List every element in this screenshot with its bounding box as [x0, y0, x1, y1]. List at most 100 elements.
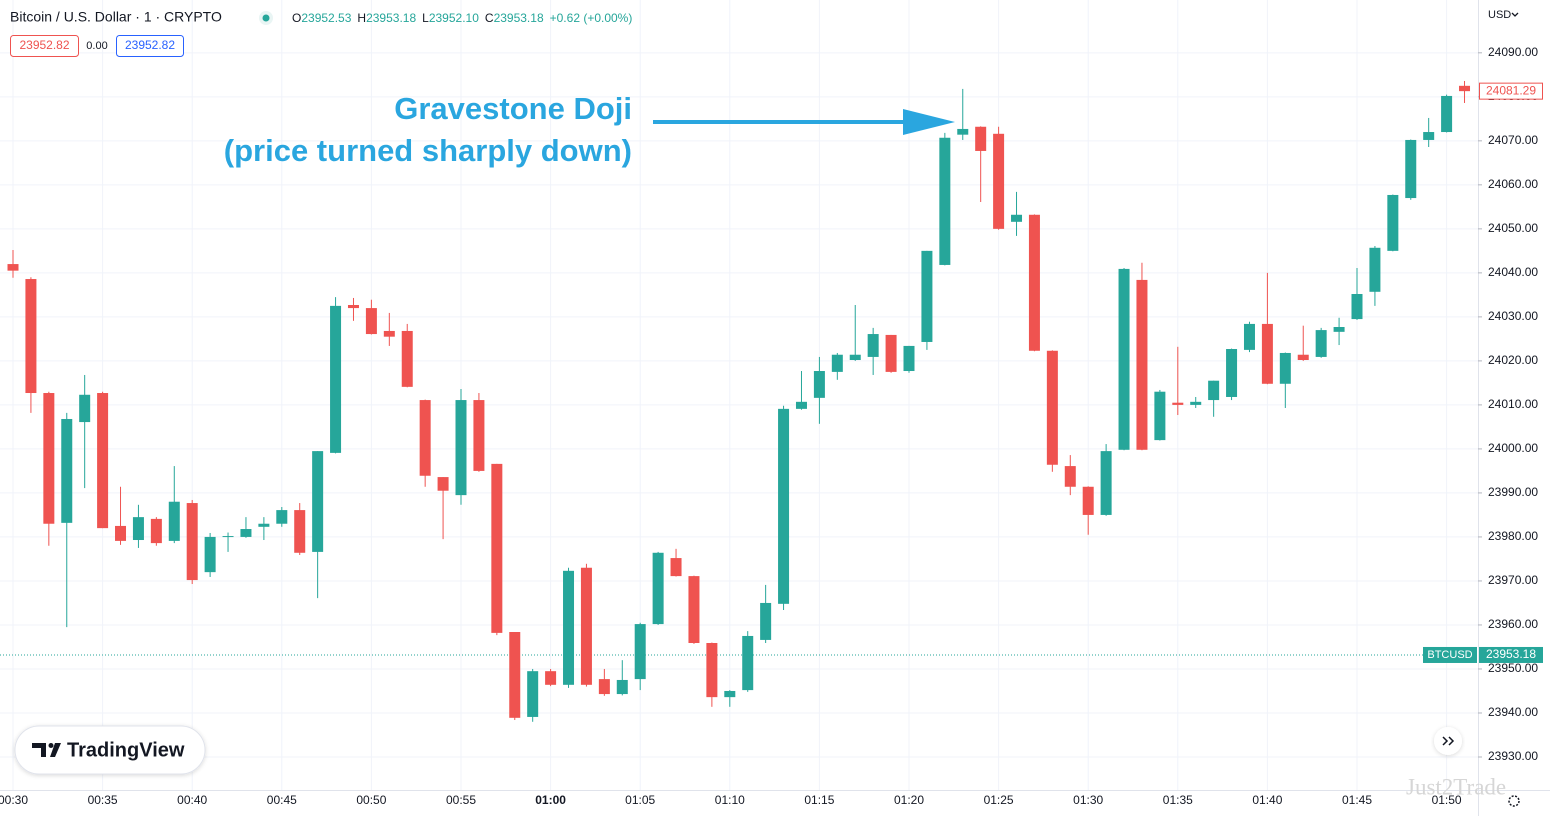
candle-body — [7, 264, 19, 271]
logo-icon — [48, 743, 54, 748]
ohlc-value: 23953.18 — [366, 11, 416, 25]
candle-body — [1082, 486, 1094, 515]
candle-body — [1190, 401, 1202, 405]
candle-body — [580, 567, 592, 685]
x-tick-label: 01:15 — [804, 793, 834, 807]
settings-button[interactable] — [1508, 795, 1520, 807]
ohlc-row: O23952.53 H23953.18 L23952.10 C23953.18 +0.6… — [292, 11, 632, 25]
candle-body — [1351, 293, 1363, 320]
logo-badge[interactable] — [14, 725, 206, 775]
candle-body — [616, 679, 628, 695]
y-tick-label: 24050.00 — [1488, 221, 1538, 235]
x-tick-label: 00:50 — [356, 793, 386, 807]
candle-body — [867, 334, 879, 357]
buy-box[interactable] — [116, 35, 184, 57]
candle-body — [1423, 132, 1435, 140]
candle-body — [61, 418, 73, 523]
candle-body — [921, 250, 933, 342]
symbol-title[interactable]: Bitcoin / U.S. Dollar · 1 · CRYPTO — [10, 9, 222, 25]
candle-body — [1315, 330, 1327, 357]
last-price-label: 24081.29 — [1486, 83, 1536, 97]
candle-body — [652, 552, 664, 625]
y-tick-label: 23950.00 — [1488, 661, 1538, 675]
x-tick-label: 01:00 — [535, 793, 566, 807]
candle-body — [670, 558, 682, 577]
x-tick-label: 00:30 — [0, 793, 28, 807]
market-status-dot[interactable] — [262, 14, 270, 22]
annotation-arrowhead — [903, 109, 955, 135]
logo-text: TradingView — [67, 739, 185, 761]
x-tick-label: 01:45 — [1342, 793, 1372, 807]
candle-body — [294, 510, 306, 553]
sell-price: 23952.82 — [19, 38, 69, 52]
candle-body — [25, 279, 37, 394]
y-tick-label: 24060.00 — [1488, 177, 1538, 191]
candle-body — [1172, 402, 1184, 405]
candle-body — [1154, 391, 1166, 441]
candle-body — [97, 393, 109, 529]
candle-body — [724, 690, 736, 698]
candle-body — [1100, 451, 1112, 515]
candle-body — [491, 463, 503, 633]
x-tick-label: 01:10 — [715, 793, 745, 807]
y-tick-label: 24010.00 — [1488, 397, 1538, 411]
price-line-tag — [1479, 646, 1543, 663]
candle-body — [79, 394, 91, 423]
candle-body — [186, 503, 198, 581]
ohlc-label: O — [292, 11, 301, 25]
candle-body — [455, 400, 467, 496]
candle-body — [1226, 349, 1238, 397]
candle-body — [43, 393, 55, 524]
annotation-text: (price turned sharply down) — [224, 133, 632, 168]
candle-body — [598, 679, 610, 695]
candle-body — [330, 305, 342, 453]
watermark: Just2Trade — [1406, 774, 1506, 799]
candle-body — [1118, 268, 1130, 450]
price-line-name-tag — [1423, 646, 1477, 663]
y-tick-label: 24090.00 — [1488, 45, 1538, 59]
candle-body — [939, 137, 951, 265]
candle-body — [240, 529, 252, 537]
x-tick-label: 01:50 — [1432, 793, 1462, 807]
candle-body — [1136, 279, 1148, 450]
candle-body — [760, 602, 772, 640]
candle-body — [1243, 323, 1255, 350]
candle-body — [813, 371, 825, 398]
candle-body — [563, 570, 575, 685]
candle-body — [1297, 354, 1309, 361]
candle-body — [419, 400, 431, 476]
y-tick-label: 23930.00 — [1488, 749, 1538, 763]
candle-body — [634, 624, 646, 680]
x-tick-label: 01:35 — [1163, 793, 1193, 807]
x-tick-label: 00:40 — [177, 793, 207, 807]
price-line-name: BTCUSD — [1427, 649, 1472, 661]
candle-body — [312, 451, 324, 552]
candle-body — [849, 354, 861, 361]
candle-body — [795, 401, 807, 409]
y-tick-label: 24070.00 — [1488, 133, 1538, 147]
candle-body — [885, 334, 897, 372]
candle-body — [903, 345, 915, 372]
buy-price: 23952.82 — [125, 38, 175, 52]
candle-body — [1064, 466, 1076, 487]
y-tick-label: 24000.00 — [1488, 441, 1538, 455]
annotation-text: Gravestone Doji — [394, 91, 632, 126]
x-tick-label: 00:35 — [88, 793, 118, 807]
sell-box[interactable] — [10, 35, 79, 57]
candle-body — [975, 126, 987, 151]
plot — [0, 80, 1478, 722]
candle-body — [706, 643, 718, 698]
candle-body — [831, 354, 843, 372]
x-tick-label: 00:45 — [267, 793, 297, 807]
candle-body — [1369, 247, 1381, 292]
candle-body — [347, 304, 359, 309]
ohlc-value: 23952.10 — [429, 11, 479, 25]
currency-selector[interactable]: USD — [1488, 9, 1511, 21]
last-price-tag — [1479, 82, 1543, 100]
dropdown-icon — [1511, 12, 1519, 17]
change-value: +0.62 (+0.00%) — [550, 11, 633, 25]
ohlc-label: H — [357, 11, 366, 25]
candle-body — [1441, 95, 1453, 133]
